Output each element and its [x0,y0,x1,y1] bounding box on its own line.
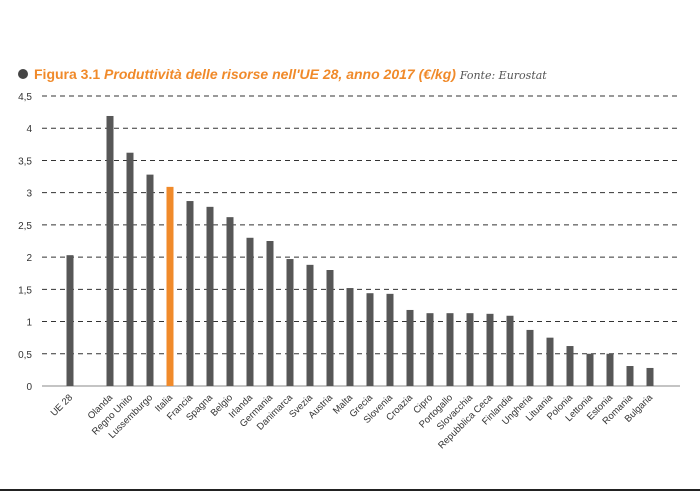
divider [0,489,700,491]
y-tick-label: 4,5 [18,92,32,103]
chart-title-text: Produttività delle risorse nell'UE 28, a… [104,66,456,82]
x-tick-label: UE 28 [49,392,75,418]
bar [446,313,454,386]
bar [246,237,254,386]
y-tick-label: 3 [26,189,32,200]
chart-source: Fonte: Eurostat [459,69,547,82]
bar [366,293,374,386]
bullet-icon [18,69,28,79]
bar [406,309,414,386]
bar [526,329,534,386]
y-tick-label: 0,5 [18,350,32,361]
bar [506,315,514,386]
bar [286,259,294,386]
bar [426,313,434,386]
bar [546,337,554,386]
y-tick-label: 0 [26,382,32,393]
bar [606,353,614,386]
bar [346,288,354,386]
bar [646,367,654,386]
bar [486,313,494,386]
bar [266,241,274,386]
bar [106,115,114,386]
chart-title: Figura 3.1 Produttività delle risorse ne… [18,66,547,82]
bar [146,174,154,386]
y-tick-label: 1 [26,318,32,329]
y-tick-label: 2 [26,253,32,264]
bar [166,186,174,386]
y-tick-label: 4 [26,124,32,135]
bar [126,152,134,386]
bar [226,217,234,386]
bar [466,313,474,386]
figure-number: Figura 3.1 [34,66,101,82]
bar [66,255,74,386]
y-tick-label: 1,5 [18,285,32,296]
bar [566,346,574,386]
y-tick-label: 3,5 [18,156,32,167]
bar [326,270,334,386]
bar [306,264,314,386]
bar [586,353,594,386]
bar [186,201,194,386]
bar [206,206,214,386]
bar [386,293,394,386]
bar [626,366,634,386]
y-tick-label: 2,5 [18,221,32,232]
